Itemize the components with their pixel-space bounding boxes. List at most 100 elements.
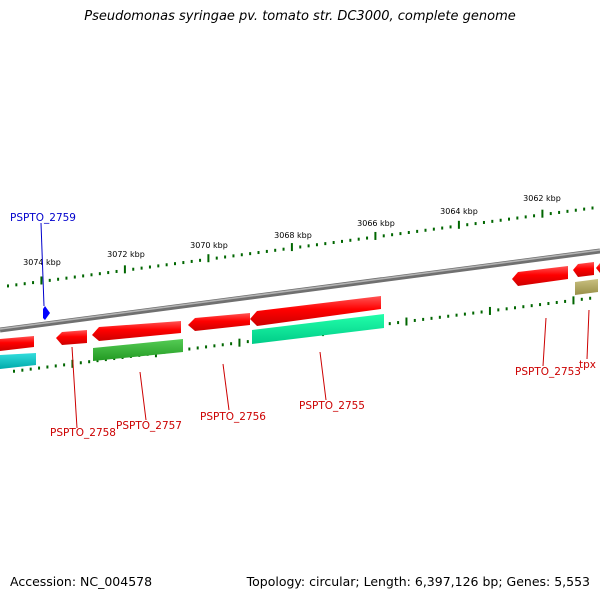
gene-feature-pspto-2758[interactable] [56,330,87,345]
ruler-minor-tick [174,262,176,266]
ruler-minor-tick [558,210,561,214]
ruler-minor-tick [447,314,450,318]
ruler-minor-tick [21,368,24,372]
gene-feature-pspto-2753[interactable] [512,266,568,286]
ruler-minor-tick [29,367,32,371]
ruler-minor-tick [274,248,277,252]
ruler-minor-tick [349,238,352,242]
ruler-minor-tick [249,252,252,256]
ruler-minor-tick [140,266,143,270]
ruler-minor-tick [307,244,310,248]
ruler-minor-tick [399,232,402,236]
gene-feature-pspto-2757[interactable] [92,321,181,341]
gene-feature-pspto-2759[interactable] [43,306,50,320]
leader-line [139,371,147,421]
ruler-minor-tick [257,251,260,255]
ruler-minor-tick [555,300,558,304]
gene-feature-pspto-2755[interactable] [250,296,381,326]
ruler-minor-tick [215,256,218,260]
ruler-minor-tick [54,364,57,368]
ruler-minor-tick [199,258,202,262]
ruler-minor-tick [424,228,427,232]
gene-feature-pspto-2756[interactable] [188,313,250,331]
ruler-minor-tick [65,276,68,280]
gene-feature-tpx[interactable] [573,262,594,277]
gene-label-pspto-2753[interactable]: PSPTO_2753 [515,366,581,378]
gene-feature-aqua[interactable] [252,314,384,344]
ruler-minor-tick [466,223,469,227]
ruler-minor-tick [46,365,49,369]
ruler-minor-tick [482,220,485,224]
ruler-minor-tick [23,282,26,286]
ruler-minor-tick [96,359,99,363]
ruler-minor-tick [564,299,567,303]
ruler-minor-tick [463,312,466,316]
ruler-label: 3064 kbp [440,207,478,216]
gene-label-tpx[interactable]: tpx [579,359,596,371]
ruler-minor-tick [491,219,494,223]
ruler-minor-tick [90,273,93,277]
gene-label-pspto-2756[interactable]: PSPTO_2756 [200,411,266,423]
gene-label-pspto-2755[interactable]: PSPTO_2755 [299,400,365,412]
ruler-minor-tick [48,278,51,282]
gene-feature-cyan[interactable] [0,353,36,369]
ruler-minor-tick [282,247,285,251]
leader-line [319,351,327,401]
ruler-minor-tick [449,225,452,229]
gene-feature-red[interactable] [0,336,34,351]
ruler-major-tick [572,296,575,305]
ruler-minor-tick [413,318,416,322]
gene-label-pspto-2759[interactable]: PSPTO_2759 [10,212,76,224]
ruler-minor-tick [580,297,583,301]
ruler-minor-tick [315,243,318,247]
ruler-minor-tick [547,302,550,306]
ruler-minor-tick [505,307,508,311]
ruler-minor-tick [499,218,502,222]
ruler-minor-tick [422,317,425,321]
gene-label-pspto-2757[interactable]: PSPTO_2757 [116,420,182,432]
ruler-label: 3070 kbp [190,241,228,250]
ruler-major-tick [457,220,460,229]
gene-feature-red[interactable] [596,263,600,273]
ruler-label: 3068 kbp [274,231,312,240]
ruler-minor-tick [430,316,433,320]
ruler-minor-tick [516,216,519,220]
gene-features [0,262,600,369]
ruler-minor-tick [549,212,552,216]
ruler-minor-tick [357,237,360,241]
ruler-minor-tick [38,366,41,370]
ruler-major-tick [374,231,377,240]
ruler-minor-tick [566,209,569,213]
accession-text: Accession: NC_004578 [10,574,153,589]
ruler-major-tick [40,276,43,285]
gene-label-pspto-2758[interactable]: PSPTO_2758 [50,427,116,439]
ruler-minor-tick [574,208,577,212]
ruler-minor-tick [63,363,66,367]
ruler-minor-tick [190,259,193,263]
ruler-minor-tick [224,255,227,259]
gene-feature-green[interactable] [93,339,183,361]
ruler-minor-tick [240,253,243,257]
gene-feature-olive[interactable] [575,279,598,295]
ruler-minor-tick [388,322,391,326]
ruler-minor-tick [232,254,235,258]
ruler-minor-tick [32,281,35,285]
ruler-minor-tick [165,263,168,267]
ruler-minor-tick [221,343,224,347]
ruler-minor-tick [213,344,216,348]
ruler-minor-tick [397,321,400,325]
ruler-minor-tick [366,236,369,240]
ruler-minor-tick [107,271,110,275]
ruler-minor-tick [407,230,410,234]
ruler-minor-tick [416,229,419,233]
ruler-minor-tick [474,222,477,226]
ruler-label: 3066 kbp [357,219,395,228]
ruler-minor-tick [591,206,594,210]
ruler-minor-tick [530,304,533,308]
ruler-minor-tick [82,274,85,278]
ruler-minor-tick [157,264,160,268]
ruler-minor-tick [98,272,101,276]
leader-line [40,222,45,307]
